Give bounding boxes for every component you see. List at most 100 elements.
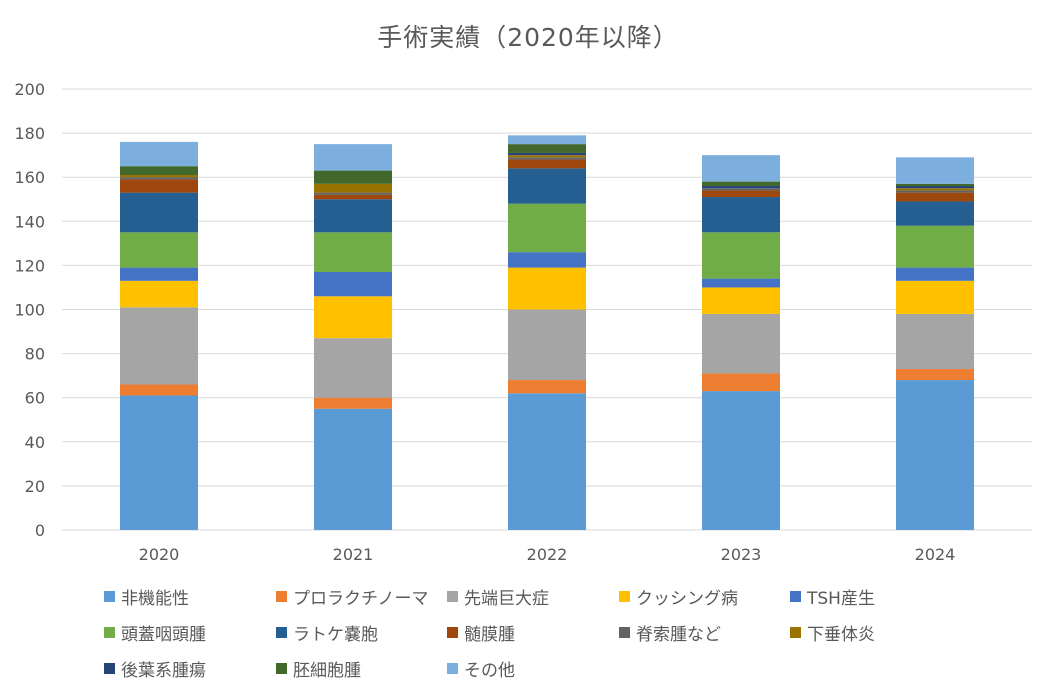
x-tick-label: 2020 <box>139 545 180 564</box>
bar-segment <box>896 157 974 184</box>
legend-label: 胚細胞腫 <box>293 660 361 681</box>
bar-segment <box>508 144 586 153</box>
bar-segment <box>120 307 198 385</box>
legend-item: 下垂体炎 <box>790 620 875 645</box>
bar-segment <box>702 232 780 279</box>
bar-stack-2023 <box>702 155 780 530</box>
legend-swatch <box>447 590 458 602</box>
bar-segment <box>508 155 586 158</box>
bar-segment <box>896 313 974 370</box>
bar-segment <box>120 267 198 281</box>
legend-swatch <box>104 590 115 602</box>
legend-swatch <box>447 626 458 638</box>
bar-segment <box>508 152 586 156</box>
bar-segment <box>314 408 392 530</box>
legend-label: 後葉系腫瘍 <box>121 660 206 681</box>
y-tick-label: 20 <box>25 477 45 496</box>
bars <box>120 135 974 530</box>
y-tick-label: 0 <box>35 521 45 540</box>
legend-item: TSH産生 <box>790 584 875 609</box>
bar-segment <box>120 179 198 193</box>
y-tick-label: 60 <box>25 389 45 408</box>
legend-item: クッシング病 <box>619 584 738 609</box>
bar-segment <box>702 373 780 392</box>
bar-segment <box>508 267 586 310</box>
bar-segment <box>702 181 780 187</box>
bar-segment <box>896 225 974 268</box>
bar-stack-2020 <box>120 141 198 530</box>
y-tick-label: 140 <box>14 212 45 231</box>
x-tick-label: 2022 <box>527 545 568 564</box>
bar-segment <box>896 186 974 189</box>
legend-swatch <box>276 590 287 602</box>
legend-item: プロラクチノーマ <box>276 584 429 609</box>
bar-segment <box>896 201 974 226</box>
legend-label: クッシング病 <box>636 588 738 609</box>
legend-swatch <box>790 626 801 638</box>
legend-label: その他 <box>464 660 515 681</box>
bar-segment <box>896 183 974 187</box>
bar-segment <box>702 391 780 530</box>
bar-segment <box>702 155 780 182</box>
bar-segment <box>702 278 780 288</box>
bar-stack-2021 <box>314 144 392 530</box>
legend-item: 後葉系腫瘍 <box>104 656 206 681</box>
y-tick-label: 200 <box>14 80 45 99</box>
bar-segment <box>508 252 586 268</box>
bar-segment <box>120 280 198 308</box>
bar-segment <box>314 144 392 171</box>
legend-label: 先端巨大症 <box>464 588 549 609</box>
bar-segment <box>120 192 198 233</box>
legend-item: 脊索腫など <box>619 620 721 645</box>
bar-segment <box>896 369 974 381</box>
bar-segment <box>314 183 392 193</box>
bar-segment <box>702 190 780 198</box>
legend-item: 髄膜腫 <box>447 620 515 645</box>
bar-segment <box>120 232 198 268</box>
bar-segment <box>508 168 586 204</box>
bar-segment <box>702 197 780 233</box>
legend-swatch <box>104 662 115 674</box>
bar-segment <box>120 141 198 167</box>
bar-segment <box>120 395 198 530</box>
legend-swatch <box>790 590 801 602</box>
legend-label: 下垂体炎 <box>807 624 875 645</box>
bar-segment <box>314 232 392 273</box>
bar-segment <box>314 194 392 200</box>
bar-segment <box>120 174 198 178</box>
x-axis-labels: 2020 2021 2022 2023 2024 <box>139 545 956 564</box>
legend-item: その他 <box>447 656 515 681</box>
y-tick-label: 120 <box>14 256 45 275</box>
legend-item: 頭蓋咽頭腫 <box>104 620 206 645</box>
legend-item: ラトケ嚢胞 <box>276 620 378 645</box>
x-tick-label: 2021 <box>333 545 374 564</box>
bar-segment <box>120 384 198 396</box>
bar-segment <box>508 159 586 169</box>
bar-segment <box>896 267 974 281</box>
legend-label: 非機能性 <box>121 588 189 609</box>
bar-segment <box>508 393 586 530</box>
bar-segment <box>314 338 392 398</box>
y-axis-labels: 0 20 40 60 80 100 120 140 160 180 200 <box>14 80 45 540</box>
bar-segment <box>896 192 974 202</box>
bar-segment <box>314 192 392 195</box>
bar-segment <box>508 309 586 381</box>
legend-swatch <box>447 662 458 674</box>
bar-segment <box>702 287 780 314</box>
legend-swatch <box>276 626 287 638</box>
y-tick-label: 80 <box>25 345 45 364</box>
bar-segment <box>508 203 586 253</box>
bar-segment <box>314 296 392 339</box>
x-tick-label: 2024 <box>915 545 956 564</box>
legend-swatch <box>104 626 115 638</box>
bar-segment <box>896 280 974 314</box>
bar-segment <box>508 380 586 394</box>
bar-segment <box>314 199 392 233</box>
legend-swatch <box>276 662 287 674</box>
legend-swatch <box>619 626 630 638</box>
legend-label: TSH産生 <box>807 588 875 609</box>
legend-swatch <box>619 590 630 602</box>
bar-segment <box>896 188 974 191</box>
legend-label: 髄膜腫 <box>464 624 515 645</box>
bar-segment <box>314 397 392 409</box>
